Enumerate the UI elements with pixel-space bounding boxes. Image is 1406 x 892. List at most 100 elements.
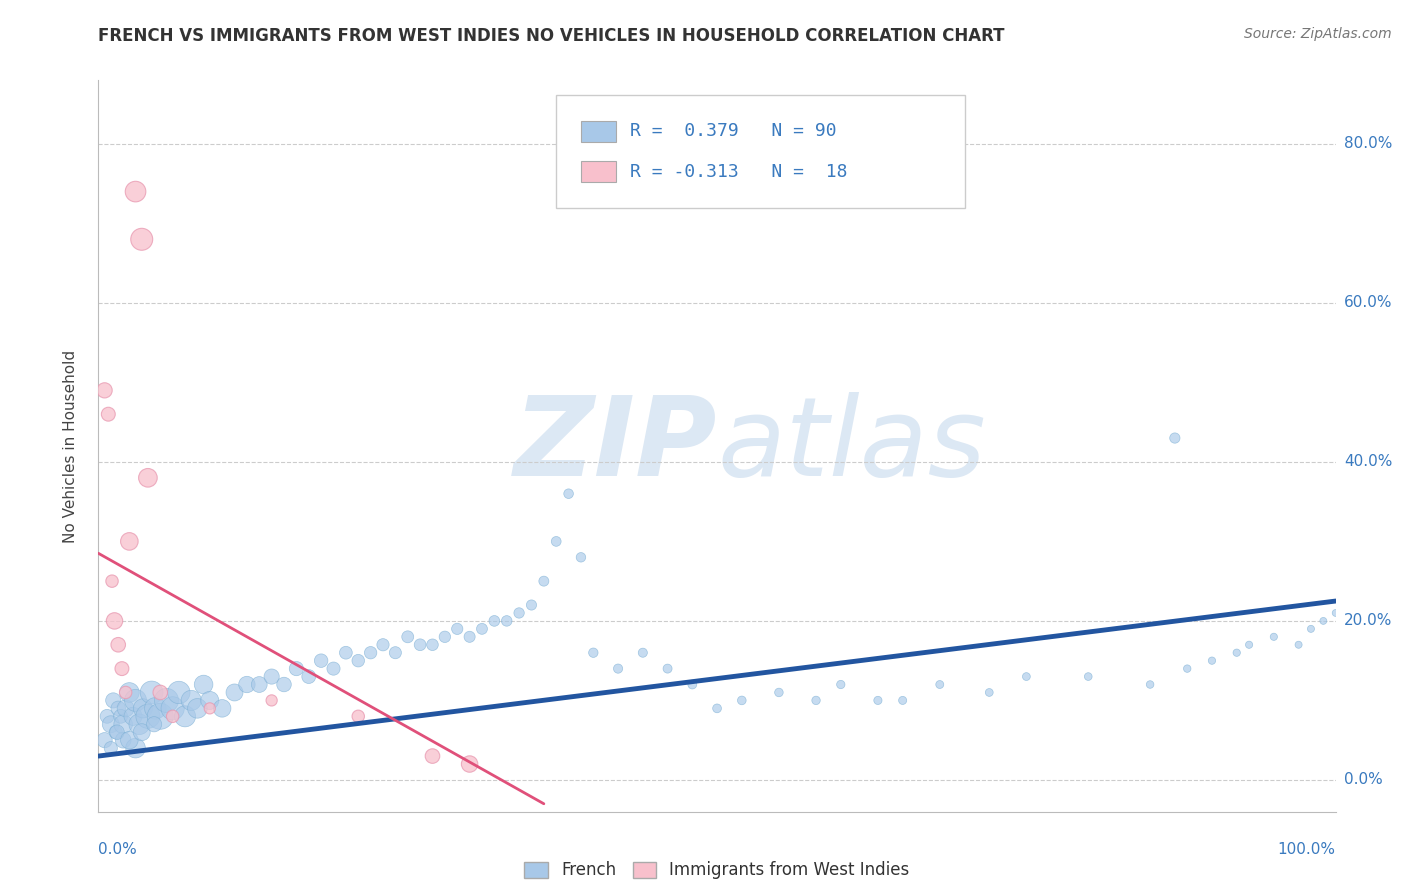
Point <box>607 662 630 676</box>
Point <box>112 717 135 731</box>
Point <box>731 693 754 707</box>
Point <box>309 654 332 668</box>
Point <box>1263 630 1285 644</box>
Text: R =  0.379   N = 90: R = 0.379 N = 90 <box>630 122 837 140</box>
Text: atlas: atlas <box>717 392 986 500</box>
Point <box>1164 431 1187 445</box>
Point <box>979 685 1001 699</box>
Point <box>211 701 233 715</box>
Point <box>236 677 259 691</box>
Point <box>124 693 146 707</box>
Point <box>285 662 308 676</box>
Point <box>1139 677 1161 691</box>
Point <box>371 638 394 652</box>
Point <box>260 693 283 707</box>
Point <box>149 685 172 699</box>
Point <box>830 677 852 691</box>
Point <box>143 701 166 715</box>
Text: 40.0%: 40.0% <box>1344 454 1392 469</box>
Point <box>107 701 129 715</box>
Point <box>224 685 246 699</box>
Point <box>136 709 159 723</box>
Point <box>101 574 124 589</box>
Point <box>114 701 136 715</box>
Point <box>93 384 115 398</box>
Point <box>768 685 790 699</box>
Point <box>533 574 555 589</box>
Point <box>495 614 517 628</box>
Point <box>198 701 221 715</box>
Y-axis label: No Vehicles in Household: No Vehicles in Household <box>63 350 77 542</box>
Point <box>298 669 321 683</box>
Point <box>582 646 605 660</box>
Point <box>124 185 146 199</box>
Point <box>93 733 115 747</box>
Point <box>149 709 172 723</box>
Point <box>866 693 889 707</box>
Point <box>118 685 141 699</box>
Point <box>128 717 150 731</box>
Point <box>1288 638 1310 652</box>
Point <box>112 733 135 747</box>
Point <box>193 677 215 691</box>
Point <box>143 717 166 731</box>
Point <box>107 638 129 652</box>
Text: ZIP: ZIP <box>513 392 717 500</box>
Point <box>247 677 270 691</box>
Point <box>122 709 145 723</box>
Point <box>1015 669 1038 683</box>
Point <box>520 598 543 612</box>
Legend: French, Immigrants from West Indies: French, Immigrants from West Indies <box>516 853 918 888</box>
Point <box>186 701 208 715</box>
Text: FRENCH VS IMMIGRANTS FROM WEST INDIES NO VEHICLES IN HOUSEHOLD CORRELATION CHART: FRENCH VS IMMIGRANTS FROM WEST INDIES NO… <box>98 27 1005 45</box>
Point <box>1226 646 1249 660</box>
Point <box>132 701 155 715</box>
Point <box>458 630 481 644</box>
Point <box>1324 606 1347 620</box>
Text: 0.0%: 0.0% <box>1344 772 1382 788</box>
Point <box>657 662 679 676</box>
Point <box>322 662 344 676</box>
Text: 0.0%: 0.0% <box>98 842 138 857</box>
Point <box>162 709 184 723</box>
Point <box>174 709 197 723</box>
Point <box>104 725 127 739</box>
Point <box>136 471 159 485</box>
Point <box>471 622 494 636</box>
Point <box>118 534 141 549</box>
Text: 80.0%: 80.0% <box>1344 136 1392 152</box>
Point <box>110 709 132 723</box>
Point <box>162 701 184 715</box>
Point <box>105 725 128 739</box>
Point <box>706 701 728 715</box>
Point <box>422 749 444 764</box>
Point <box>928 677 950 691</box>
Point <box>546 534 568 549</box>
Point <box>433 630 456 644</box>
Point <box>446 622 468 636</box>
Point <box>1175 662 1198 676</box>
Point <box>484 614 506 628</box>
Point <box>508 606 530 620</box>
Point <box>409 638 432 652</box>
Point <box>273 677 295 691</box>
Point <box>569 550 592 565</box>
Point <box>118 733 141 747</box>
FancyBboxPatch shape <box>581 161 616 182</box>
Point <box>384 646 406 660</box>
Point <box>141 685 163 699</box>
Point <box>198 693 221 707</box>
Point <box>103 614 125 628</box>
Point <box>180 693 202 707</box>
Point <box>458 757 481 772</box>
Text: R = -0.313   N =  18: R = -0.313 N = 18 <box>630 162 848 181</box>
Text: 100.0%: 100.0% <box>1278 842 1336 857</box>
Point <box>347 709 370 723</box>
Point <box>124 741 146 756</box>
Point <box>1312 614 1334 628</box>
Point <box>681 677 703 691</box>
Point <box>360 646 382 660</box>
Point <box>100 741 122 756</box>
Point <box>1237 638 1260 652</box>
Point <box>131 725 153 739</box>
